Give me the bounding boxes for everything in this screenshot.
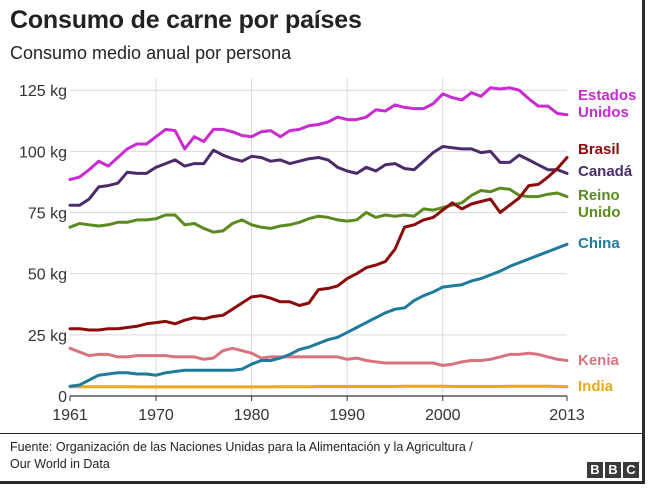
x-tick-label: 2000: [425, 407, 461, 424]
x-tick-label: 1970: [138, 407, 174, 424]
source-line-2: Our World in Data: [10, 457, 110, 471]
series-line-reino-unido: [68, 186, 569, 234]
x-axis-tick-labels: 1961 1970 1980 1990 2000 2013: [52, 407, 585, 424]
series-line-estados-unidos: [68, 86, 569, 181]
source-line-1: Fuente: Organización de las Naciones Uni…: [10, 440, 473, 454]
y-tick-label: 75 kg: [28, 206, 67, 223]
series-label: Unido: [578, 204, 621, 221]
series-line-brasil: [68, 156, 569, 332]
footer-divider: [0, 433, 642, 434]
series-line-kenia: [68, 346, 569, 367]
series-label: Reino: [578, 187, 620, 204]
line-chart: 0 25 kg 50 kg 75 kg 100 kg 125 kg 1961 1970 198…: [19, 78, 636, 424]
series-label: Estados: [578, 87, 636, 104]
logo-letter: B: [587, 462, 603, 478]
series-line-india: [68, 384, 569, 389]
series-lines: [68, 86, 569, 389]
x-tick-label: 1961: [52, 407, 88, 424]
y-tick-label: 25 kg: [28, 328, 67, 345]
series-label: India: [578, 378, 614, 395]
logo-letter: C: [623, 462, 639, 478]
chart-title: Consumo de carne por países: [10, 6, 362, 34]
chart-card: Consumo de carne por países Consumo medi…: [0, 0, 645, 484]
y-tick-label: 100 kg: [19, 144, 67, 161]
y-tick-label: 50 kg: [28, 267, 67, 284]
series-label: Canadá: [578, 163, 633, 180]
source-note: Fuente: Organización de las Naciones Uni…: [10, 439, 610, 473]
series-label: Brasil: [578, 141, 620, 158]
x-axis: [69, 395, 568, 401]
logo-letter: B: [605, 462, 621, 478]
series-label: China: [578, 235, 620, 252]
y-axis-tick-labels: 0 25 kg 50 kg 75 kg 100 kg 125 kg: [19, 83, 67, 406]
x-tick-label: 2013: [549, 407, 585, 424]
bbc-logo: B B C: [587, 462, 639, 478]
series-line-china: [68, 242, 569, 388]
x-tick-label: 1980: [234, 407, 270, 424]
x-tick-label: 1990: [329, 407, 365, 424]
y-tick-label: 0: [58, 389, 67, 406]
y-tick-label: 125 kg: [19, 83, 67, 100]
series-label: Unidos: [578, 104, 629, 121]
series-label: Kenia: [578, 352, 620, 369]
series-line-canadá: [68, 145, 569, 207]
chart-subtitle: Consumo medio anual por persona: [10, 43, 292, 63]
